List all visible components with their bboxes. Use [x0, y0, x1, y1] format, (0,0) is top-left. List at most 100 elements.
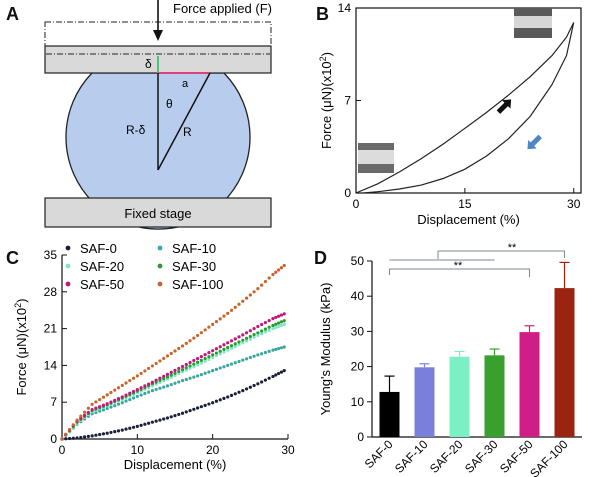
data-point-saf-0: [131, 425, 136, 429]
data-point-saf-0: [184, 410, 188, 414]
data-point-saf-10: [184, 377, 188, 382]
data-point-saf-30: [196, 360, 200, 364]
x-axis-label: Displacement (%): [417, 212, 520, 227]
data-point-saf-0: [271, 374, 275, 379]
data-point-saf-50: [135, 387, 139, 392]
data-point-saf-0: [282, 369, 286, 373]
data-point-saf-100: [282, 263, 286, 268]
data-point-saf-10: [241, 358, 245, 362]
data-point-saf-100: [98, 397, 102, 402]
data-point-saf-20: [263, 330, 267, 334]
data-point-saf-0: [75, 436, 79, 440]
data-point-saf-10: [180, 379, 185, 383]
data-point-saf-20: [252, 335, 256, 339]
data-point-saf-50: [196, 356, 200, 361]
data-point-saf-100: [267, 276, 271, 280]
data-point-saf-20: [274, 325, 278, 330]
legend-marker: [157, 263, 163, 269]
data-point-saf-0: [233, 392, 237, 396]
data-point-saf-30: [226, 345, 230, 350]
data-point-saf-10: [98, 409, 102, 413]
data-point-saf-0: [276, 371, 281, 376]
data-point-saf-100: [222, 314, 226, 318]
data-point-saf-10: [150, 389, 154, 393]
data-point-saf-50: [154, 378, 158, 382]
data-point-saf-100: [120, 383, 124, 387]
data-point-saf-30: [241, 338, 245, 342]
data-point-saf-100: [237, 302, 241, 306]
legend-item-saf-10: SAF-10: [157, 242, 216, 256]
radius-line: [157, 72, 211, 171]
bar-saf-50: [519, 332, 540, 437]
x-tick-label: 20: [206, 443, 220, 457]
x-tick-label: 15: [458, 197, 472, 211]
data-point-saf-20: [211, 355, 215, 360]
y-tick-label: 28: [44, 285, 58, 299]
data-point-saf-100: [113, 388, 117, 392]
data-point-saf-10: [124, 399, 128, 403]
x-tick-label: 30: [281, 443, 295, 457]
data-point-saf-100: [60, 437, 64, 441]
data-point-saf-30: [203, 356, 207, 361]
data-point-saf-20: [248, 337, 252, 341]
data-point-saf-50: [180, 364, 185, 369]
data-point-saf-0: [229, 393, 234, 397]
data-point-saf-50: [101, 403, 106, 407]
data-point-saf-50: [279, 313, 284, 317]
data-point-saf-50: [158, 376, 162, 380]
data-point-saf-0: [260, 380, 264, 384]
data-point-saf-50: [109, 400, 113, 404]
y-tick-label: 35: [44, 248, 58, 262]
data-point-saf-100: [75, 418, 79, 422]
data-point-saf-30: [252, 333, 256, 337]
data-point-saf-50: [128, 391, 132, 395]
data-point-saf-20: [279, 323, 284, 328]
data-point-saf-10: [260, 352, 264, 356]
data-point-saf-20: [188, 366, 192, 370]
legend-label: SAF-50: [80, 277, 124, 292]
data-point-saf-0: [98, 432, 102, 437]
data-point-saf-50: [143, 384, 147, 388]
data-point-saf-0: [79, 435, 83, 440]
data-point-saf-50: [165, 372, 170, 376]
data-point-saf-10: [244, 357, 249, 361]
data-point-saf-0: [67, 436, 72, 441]
data-point-saf-10: [162, 385, 166, 389]
data-point-saf-30: [184, 366, 188, 370]
data-point-saf-100: [109, 390, 113, 395]
legend-item-saf-50: SAF-50: [65, 277, 124, 292]
data-point-saf-50: [271, 317, 275, 321]
data-point-saf-50: [94, 406, 98, 410]
data-point-saf-30: [237, 340, 241, 344]
data-point-saf-10: [158, 386, 162, 390]
data-point-saf-0: [192, 407, 196, 411]
legend-marker: [65, 263, 71, 269]
specimen-image-compressed-band: [514, 16, 552, 28]
data-point-saf-50: [173, 368, 177, 372]
data-point-saf-10: [154, 387, 158, 392]
data-point-saf-10: [229, 362, 234, 366]
data-point-saf-0: [237, 390, 241, 394]
data-point-saf-0: [241, 389, 245, 393]
data-point-saf-0: [139, 423, 143, 427]
data-point-saf-0: [147, 421, 151, 425]
data-point-saf-30: [248, 334, 252, 339]
data-point-saf-10: [282, 345, 286, 349]
data-point-saf-10: [218, 366, 222, 370]
legend-marker: [157, 281, 163, 287]
data-point-saf-50: [188, 360, 192, 365]
data-point-saf-100: [94, 400, 98, 404]
data-point-saf-50: [199, 354, 203, 359]
data-point-saf-10: [252, 354, 256, 358]
bar-saf-100: [554, 288, 575, 437]
data-point-saf-0: [199, 405, 203, 409]
legend-marker: [157, 245, 163, 251]
data-point-saf-30: [263, 327, 267, 331]
data-point-saf-100: [188, 339, 192, 343]
data-point-saf-10: [203, 371, 207, 375]
data-point-saf-10: [214, 367, 219, 371]
data-point-saf-100: [90, 402, 94, 406]
data-point-saf-50: [169, 370, 173, 374]
force-arrow-head: [153, 30, 163, 41]
a-symbol: a: [182, 78, 189, 90]
